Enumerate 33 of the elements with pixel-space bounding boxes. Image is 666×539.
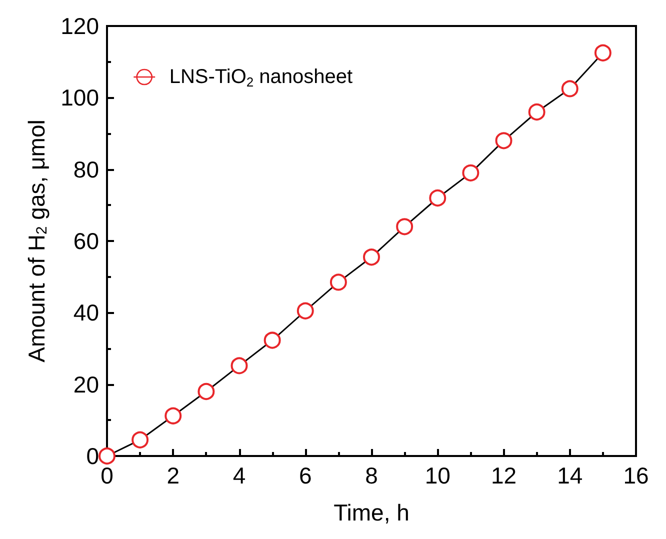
point — [528, 104, 546, 120]
point — [396, 218, 414, 236]
x-tick-label: 14 — [557, 462, 583, 488]
point — [330, 274, 347, 291]
y-tick-label: 20 — [73, 371, 99, 398]
x-tick-label: 8 — [365, 462, 378, 488]
y-tick-label: 0 — [86, 443, 99, 469]
x-axis-title: Time, h — [334, 500, 410, 526]
x-tick-label: 16 — [623, 462, 649, 488]
point — [132, 431, 149, 448]
point — [296, 302, 314, 320]
y-tick-label: 100 — [60, 84, 99, 111]
point — [230, 357, 248, 374]
x-tick-label: 4 — [232, 462, 246, 488]
y-tick-label: 80 — [73, 156, 99, 182]
y-tick-label: 120 — [60, 13, 99, 39]
y-axis-title: Amount of H2 gas, μmol — [23, 120, 51, 362]
point — [429, 190, 446, 206]
point — [164, 407, 182, 424]
y-tick-label: 40 — [73, 300, 99, 326]
x-tick-label: 6 — [298, 462, 312, 488]
x-tick-label: 10 — [424, 462, 450, 488]
point — [462, 164, 480, 182]
x-tick-label: 2 — [166, 462, 180, 488]
point — [98, 448, 116, 464]
y-tick-label: 60 — [73, 228, 99, 254]
point — [363, 248, 380, 266]
x-tick-label: 12 — [490, 462, 517, 488]
point — [561, 80, 578, 98]
point — [495, 132, 512, 150]
point — [594, 44, 612, 62]
point — [198, 383, 215, 400]
point — [264, 332, 281, 349]
